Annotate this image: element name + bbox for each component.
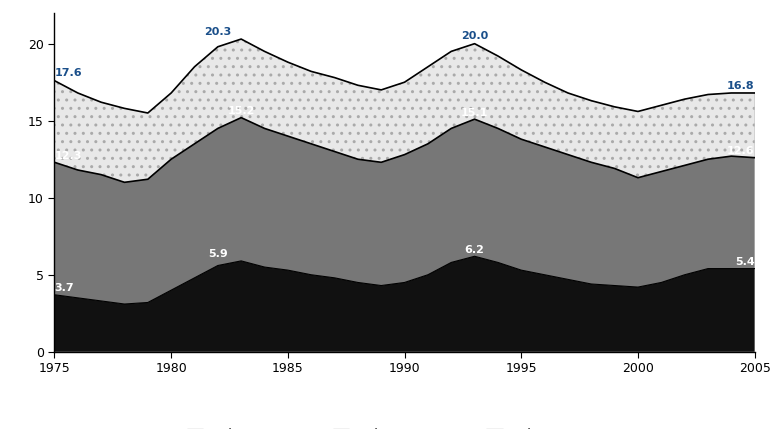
Text: 5.9: 5.9: [208, 249, 228, 260]
Text: 16.8: 16.8: [727, 81, 755, 91]
Text: 12.6: 12.6: [727, 146, 755, 156]
Text: 6.2: 6.2: [464, 245, 485, 255]
Text: 15.2: 15.2: [227, 106, 255, 116]
Text: 20.0: 20.0: [461, 31, 489, 41]
Text: 15.1: 15.1: [461, 108, 489, 118]
Text: 5.4: 5.4: [735, 257, 755, 267]
Text: 12.3: 12.3: [54, 151, 82, 161]
Legend: Below 50 Percent, Below 100 Percent, Below 125 Percent: Below 50 Percent, Below 100 Percent, Bel…: [187, 428, 622, 429]
Text: 17.6: 17.6: [54, 68, 82, 79]
Text: 3.7: 3.7: [54, 283, 74, 293]
Text: 20.3: 20.3: [204, 27, 232, 37]
